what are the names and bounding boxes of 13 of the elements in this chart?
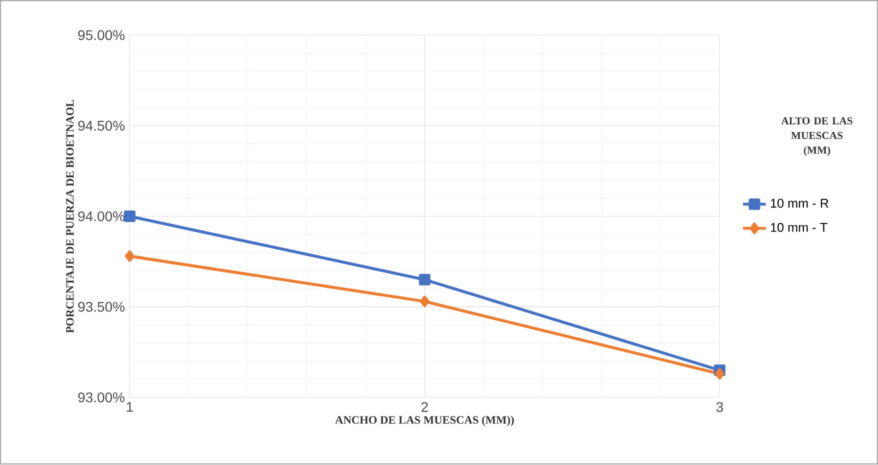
x-tick-label: 1 bbox=[126, 402, 133, 412]
x-tick-label: 2 bbox=[422, 402, 428, 412]
y-tick-label: 95.00% bbox=[78, 30, 124, 40]
y-tick-label: 93.50% bbox=[78, 302, 124, 312]
y-tick-label: 94.00% bbox=[78, 212, 124, 222]
legend-label: 10 mm - T bbox=[770, 223, 828, 232]
y-tick-label: 94.50% bbox=[78, 121, 124, 131]
legend-title: ALTO DE LAS MUESCAS (MM) bbox=[781, 118, 852, 156]
legend-label: 10 mm - R bbox=[770, 199, 828, 208]
y-axis-title: PORCENTAJE DE PUERZA DE BIOETNAOL bbox=[66, 100, 74, 334]
x-tick-label: 3 bbox=[716, 402, 723, 412]
y-tick-label: 93.00% bbox=[78, 392, 124, 403]
x-axis-title: ANCHO DE LAS MUESCAS (MM)) bbox=[335, 416, 514, 426]
